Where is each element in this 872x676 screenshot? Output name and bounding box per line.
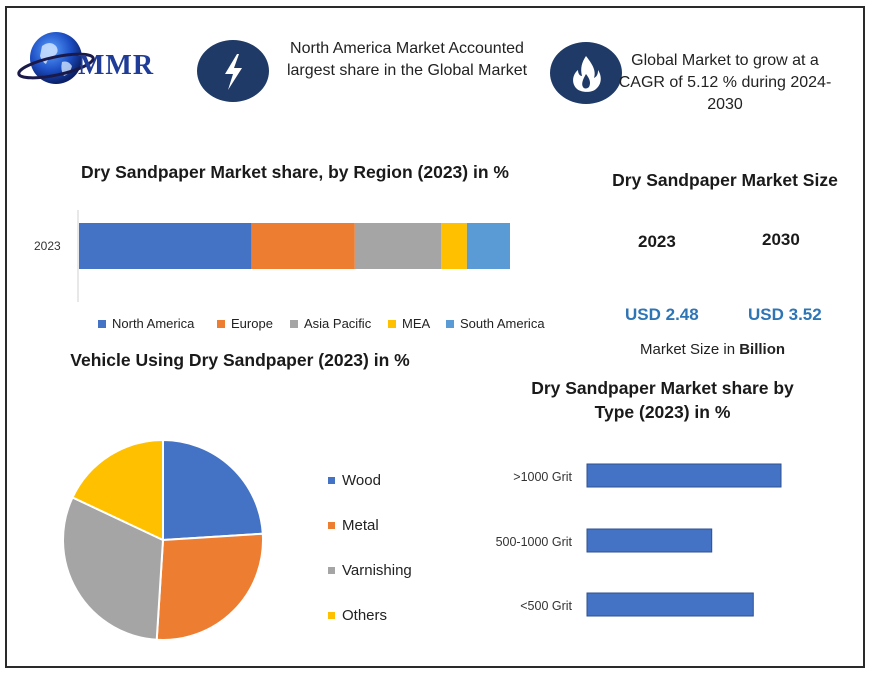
unit-label: Market Size in Billion (640, 341, 785, 358)
region-bar-north-america (79, 223, 252, 269)
region-bar-europe (251, 223, 355, 269)
pie-legend-item: Varnishing (328, 562, 412, 579)
region-legend-item: Asia Pacific (290, 316, 371, 331)
pie-slice-metal (155, 532, 264, 641)
legend-swatch (328, 567, 335, 574)
region-chart-title: Dry Sandpaper Market share, by Region (2… (81, 162, 509, 182)
unit-label-unit: Billion (739, 341, 786, 358)
globe-icon (17, 32, 95, 84)
legend-label: Asia Pacific (304, 316, 372, 331)
legend-label: Europe (231, 316, 273, 331)
value-2030: USD 3.52 (748, 305, 822, 324)
legend-swatch (217, 319, 225, 328)
legend-swatch (388, 319, 396, 328)
legend-label: MEA (402, 316, 431, 331)
region-stacked-bar-chart: 2023 (34, 210, 510, 302)
legend-swatch (290, 319, 298, 328)
region-bar-south-america (466, 223, 510, 269)
value-2023: USD 2.48 (625, 305, 699, 324)
year-2030-label: 2030 (762, 230, 800, 249)
legend-swatch (328, 612, 335, 619)
lightning-icon (197, 40, 269, 102)
type-bar (586, 592, 754, 617)
region-category-label: 2023 (34, 239, 61, 253)
vehicle-chart-title: Vehicle Using Dry Sandpaper (2023) in % (70, 350, 410, 370)
region-legend-item: Europe (217, 316, 273, 331)
pie-legend-item: Others (328, 607, 387, 624)
legend-label: Wood (342, 472, 381, 489)
legend-swatch (328, 477, 335, 484)
legend-swatch (98, 319, 106, 328)
type-category-label: <500 Grit (520, 599, 572, 613)
type-bar (586, 528, 713, 553)
legend-swatch (328, 522, 335, 529)
logo-text: MMR (78, 50, 155, 81)
mmr-logo: MMR (16, 22, 186, 94)
market-size-title: Dry Sandpaper Market Size (612, 170, 838, 190)
type-bar-chart: >1000 Grit 500-1000 Grit <500 Grit (496, 463, 782, 617)
region-legend-item: South America (446, 316, 545, 331)
legend-swatch (446, 319, 454, 328)
type-bar (586, 463, 782, 488)
fire-icon (550, 42, 622, 104)
region-legend-item: MEA (388, 316, 430, 331)
cagr-note: Global Market to grow at a CAGR of 5.12 … (618, 52, 832, 113)
region-legend-item: North America (98, 316, 194, 331)
legend-label: Varnishing (342, 562, 412, 579)
pie-legend-item: Wood (328, 472, 381, 489)
region-bar-mea (441, 223, 467, 269)
vehicle-pie-chart (62, 438, 264, 641)
north-america-note: North America Market Accounted largest s… (286, 40, 528, 79)
year-2023-label: 2023 (638, 232, 676, 251)
pie-legend-item: Metal (328, 517, 379, 534)
unit-label-text: Market Size in Billion (640, 341, 785, 358)
type-chart-title: Dry Sandpaper Market share by Type (2023… (531, 378, 794, 422)
legend-label: North America (112, 316, 195, 331)
legend-label: Others (342, 607, 388, 624)
type-category-label: >1000 Grit (513, 470, 572, 484)
pie-slice-varnishing (62, 496, 165, 641)
pie-slice-wood (162, 438, 264, 542)
region-bar-asia-pacific (354, 223, 442, 269)
type-category-label: 500-1000 Grit (496, 535, 573, 549)
pie-slice-others (71, 438, 164, 542)
legend-label: Metal (342, 517, 379, 534)
unit-label-prefix: Market Size in (640, 341, 740, 358)
legend-label: South America (460, 316, 545, 331)
